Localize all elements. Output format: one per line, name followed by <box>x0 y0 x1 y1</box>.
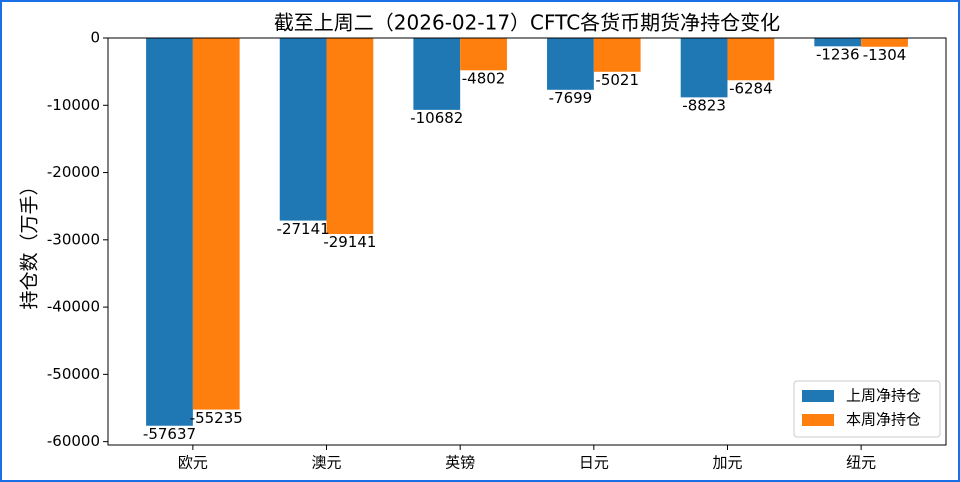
bar <box>861 38 908 47</box>
data-label: -1236 <box>816 46 860 64</box>
data-label: -5021 <box>595 71 639 89</box>
data-label: -27141 <box>277 220 330 238</box>
bar <box>279 38 327 221</box>
bar <box>146 38 193 426</box>
x-tick-label: 日元 <box>579 454 609 472</box>
bar <box>413 38 461 110</box>
x-tick-label: 欧元 <box>178 454 208 472</box>
x-tick-label: 纽元 <box>846 454 876 472</box>
x-tick-label: 加元 <box>712 454 742 472</box>
data-label: -57637 <box>143 425 196 443</box>
legend-swatch <box>802 390 834 402</box>
data-label: -10682 <box>410 109 463 127</box>
y-tick-label: -10000 <box>47 96 100 114</box>
bar <box>547 38 594 90</box>
legend-swatch <box>802 414 834 426</box>
data-label: -6284 <box>729 79 773 97</box>
bar <box>727 38 775 81</box>
bar <box>192 38 240 410</box>
legend-label: 上周净持仓 <box>846 387 921 405</box>
chart-title: 截至上周二（2026-02-17）CFTC各货币期货净持仓变化 <box>274 11 780 35</box>
data-label: -7699 <box>549 89 593 107</box>
y-axis-label: 持仓数（万手） <box>19 176 41 309</box>
data-label: -29141 <box>323 233 376 251</box>
bar <box>326 38 374 235</box>
data-label: -55235 <box>190 409 243 427</box>
y-tick-label: -40000 <box>47 298 100 316</box>
data-label: -8823 <box>682 97 726 115</box>
y-tick-label: -60000 <box>47 432 100 450</box>
y-tick-label: 0 <box>90 29 100 47</box>
x-tick-label: 英镑 <box>445 454 475 472</box>
data-label: -4802 <box>462 70 506 88</box>
y-tick-label: -30000 <box>47 230 100 248</box>
legend-label: 本周净持仓 <box>846 411 921 429</box>
x-tick-label: 澳元 <box>312 454 342 472</box>
data-label: -1304 <box>863 46 907 64</box>
bar <box>680 38 728 98</box>
y-tick-label: -50000 <box>47 365 100 383</box>
bar <box>593 38 641 72</box>
bar <box>814 38 862 47</box>
bar <box>460 38 507 71</box>
plot-frame <box>107 37 947 446</box>
y-tick-label: -20000 <box>47 163 100 181</box>
